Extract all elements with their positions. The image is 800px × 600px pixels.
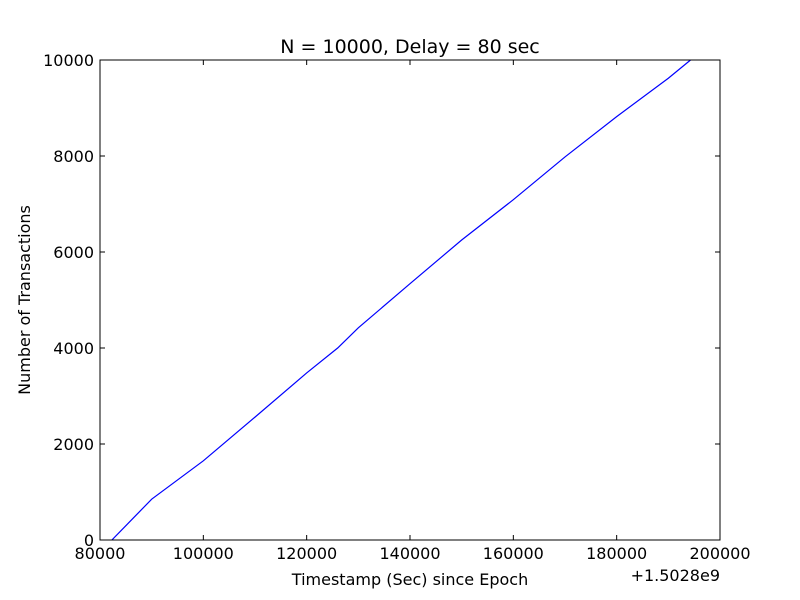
y-tick-label-5: 10000 bbox=[43, 51, 94, 70]
x-tick-label-3: 140000 bbox=[379, 544, 440, 563]
series-line-0 bbox=[111, 59, 691, 541]
y-tick-label-4: 8000 bbox=[53, 147, 94, 166]
x-tick-label-2: 120000 bbox=[276, 544, 337, 563]
x-tick-label-5: 180000 bbox=[586, 544, 647, 563]
y-tick-label-1: 2000 bbox=[53, 435, 94, 454]
x-tick-label-4: 160000 bbox=[483, 544, 544, 563]
chart-title: N = 10000, Delay = 80 sec bbox=[280, 36, 539, 58]
x-axis-label: Timestamp (Sec) since Epoch bbox=[291, 570, 528, 589]
x-offset-label: +1.5028e9 bbox=[631, 566, 720, 585]
x-tick-label-0: 80000 bbox=[75, 544, 126, 563]
y-axis-label: Number of Transactions bbox=[15, 205, 34, 395]
y-tick-label-3: 6000 bbox=[53, 243, 94, 262]
y-tick-label-2: 4000 bbox=[53, 339, 94, 358]
x-tick-label-6: 200000 bbox=[689, 544, 750, 563]
y-tick-label-0: 0 bbox=[84, 531, 94, 550]
plot-area: 80000 100000 120000 140000 160000 180000 20000… bbox=[43, 51, 750, 563]
x-tick-label-1: 100000 bbox=[173, 544, 234, 563]
